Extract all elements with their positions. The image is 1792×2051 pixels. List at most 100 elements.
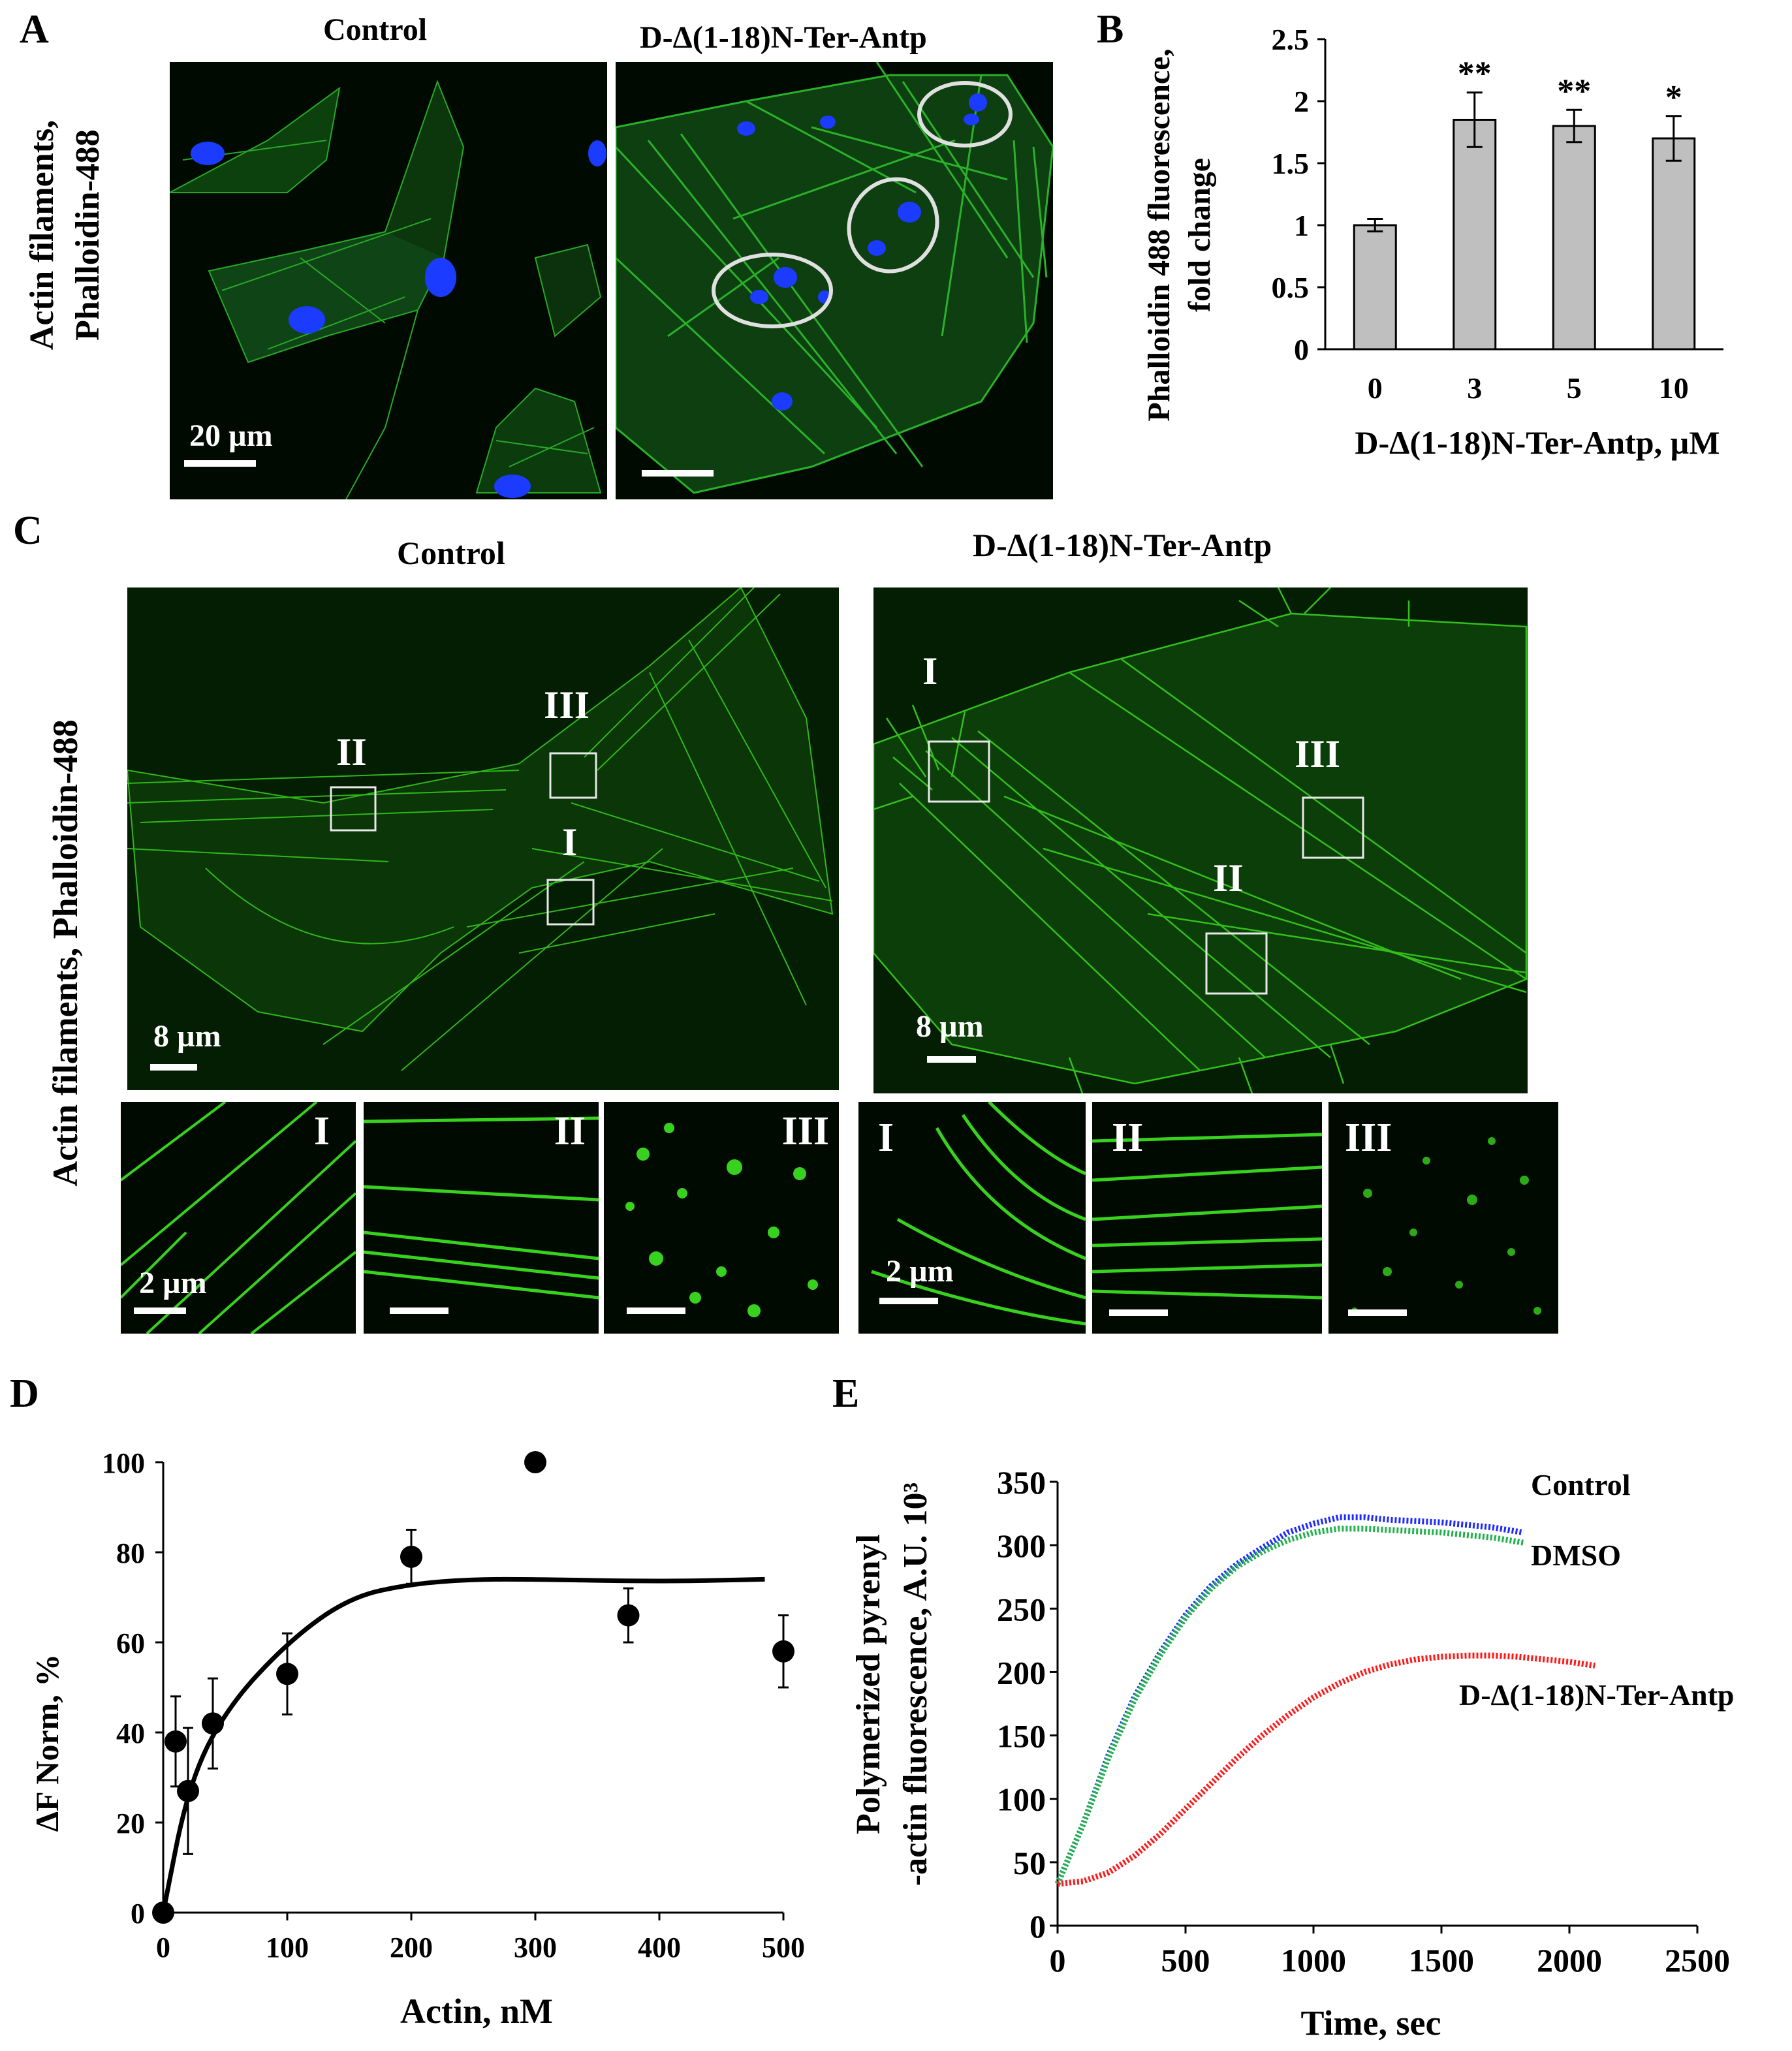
panel-a-side-label-line2: Phalloidin-488 (69, 129, 106, 341)
x-tick-label: 0 (1368, 371, 1383, 405)
panel-a-control-image (170, 80, 606, 499)
x-tick-label: 500 (762, 1932, 805, 1964)
x-tick-label: 300 (514, 1932, 557, 1964)
roi-box-i (928, 740, 990, 803)
x-tick-label: 0 (156, 1932, 170, 1964)
legend-dmso: DMSO (1531, 1539, 1621, 1572)
x-tick-label: 500 (1161, 1942, 1210, 1979)
x-tick-label: 0 (1050, 1942, 1066, 1979)
panel-c-control-micrograph: II III I 8 µm (127, 587, 839, 1090)
panel-c-zoom-control-i: I 2 µm (121, 1102, 356, 1334)
roi-box-iii (1302, 796, 1364, 859)
fit-curve (161, 1576, 765, 1913)
panel-b-letter: B (1097, 7, 1124, 52)
series-line-1 (1054, 1526, 1524, 1885)
roi-label-i: I (562, 821, 577, 864)
y-tick-label: 50 (1013, 1845, 1046, 1881)
zoom-label-ii: II (1112, 1116, 1144, 1160)
significance-marker: * (1665, 79, 1682, 116)
panel-c-treated-title: D-Δ(1-18)N-Ter-Antp (973, 527, 1272, 563)
y-tick-label: 0 (1294, 333, 1309, 366)
panel-e-line-chart: 0 50 100 150 200 250 300 350 0 500 1000 1500 2000 250… (997, 1464, 1734, 1979)
y-tick-label: 40 (116, 1717, 145, 1749)
zoom-scale-bar (1109, 1309, 1168, 1316)
panel-a-scale-bar-label: 20 µm (189, 418, 273, 453)
y-tick-label: 350 (997, 1464, 1046, 1501)
roi-box-ii (1205, 932, 1268, 995)
roi-circle (712, 253, 833, 328)
y-tick-label: 1 (1294, 209, 1309, 242)
zoom-image (625, 1123, 818, 1317)
panel-a-control-micrograph: 20 µm (170, 62, 607, 499)
y-tick-label: 80 (116, 1537, 145, 1569)
zoom-scale-bar (1348, 1309, 1407, 1316)
panel-a-scale-bar (184, 460, 256, 467)
legend-control: Control (1531, 1468, 1631, 1501)
y-tick-label: 2.5 (1272, 23, 1310, 56)
significance-marker: ** (1458, 55, 1492, 93)
panel-a-side-label: Actin filaments, Phalloidin-488 (20, 39, 118, 431)
panel-c-zoom-control-iii: III (604, 1102, 839, 1334)
panel-c-zoom-treated-i: I 2 µm (858, 1102, 1086, 1334)
y-tick-label: 250 (997, 1591, 1046, 1627)
y-tick-label: 1.5 (1272, 147, 1310, 180)
zoom-label-iii: III (781, 1109, 829, 1153)
x-tick-label: 3 (1467, 371, 1482, 405)
panel-a-treated-image (616, 62, 1053, 494)
x-tick-label: 1500 (1409, 1942, 1474, 1979)
panel-d-ylabel: ΔF Norm, % (29, 1653, 65, 1832)
data-point (524, 1451, 546, 1473)
y-tick-label: 0.5 (1272, 271, 1310, 304)
panel-c-zoom-treated-ii: II (1092, 1102, 1322, 1334)
x-tick-label: 5 (1567, 371, 1582, 405)
data-point (617, 1604, 640, 1627)
data-point (152, 1902, 174, 1924)
panel-b-ylabel-line1: Phalloidin 488 fluorescence, (1142, 48, 1176, 422)
roi-label-iii: III (1295, 732, 1340, 775)
panel-e-ylabel-line1: Polymerized pyrenyl (850, 1534, 887, 1834)
panel-c-treated-scale-bar (927, 1056, 976, 1063)
zoom-scale-label: 2 µm (139, 1266, 207, 1300)
y-tick-label: 20 (116, 1808, 145, 1840)
zoom-scale-bar (390, 1307, 448, 1314)
panel-b-ylabel-line2: fold change (1182, 158, 1217, 313)
panel-c-zoom-control-ii: II (364, 1102, 599, 1334)
roi-circle (917, 81, 1013, 148)
zoom-scale-bar (627, 1307, 685, 1314)
significance-marker: ** (1557, 72, 1591, 110)
panel-c-treated-scale-label: 8 µm (916, 1009, 984, 1044)
panel-a-treated-micrograph (616, 62, 1053, 499)
panel-e-ylabel: Polymerized pyrenyl -actin fluorescence,… (845, 1436, 943, 1932)
y-tick-label: 60 (116, 1627, 145, 1659)
y-tick-label: 100 (997, 1781, 1046, 1818)
y-tick-label: 0 (1030, 1908, 1046, 1945)
roi-label-i: I (922, 650, 937, 693)
roi-label-ii: II (336, 730, 367, 774)
bar (1652, 137, 1696, 351)
zoom-image (364, 1116, 599, 1300)
panel-c-treated-image: I III II (873, 587, 1528, 1093)
panel-a-letter: A (20, 7, 49, 52)
zoom-label-iii: III (1345, 1116, 1392, 1160)
zoom-label-ii: II (554, 1109, 586, 1153)
data-point (276, 1663, 298, 1685)
panel-c-control-scale-bar (150, 1064, 197, 1071)
zoom-image (871, 1102, 1086, 1326)
data-point (202, 1712, 224, 1735)
roi-circle (847, 177, 939, 274)
zoom-scale-bar (134, 1307, 186, 1314)
x-tick-label: 200 (390, 1932, 433, 1964)
y-tick-label: 200 (997, 1654, 1046, 1691)
data-point (400, 1545, 422, 1568)
panel-a-side-label-line1: Actin filaments, (24, 119, 61, 351)
y-tick-label: 300 (997, 1527, 1046, 1564)
roi-box-i (546, 879, 595, 926)
x-tick-label: 100 (266, 1932, 309, 1964)
panel-b-ylabel: Phalloidin 488 fluorescence, fold change (1139, 0, 1224, 470)
zoom-label-i: I (878, 1116, 894, 1160)
panel-c-zoom-treated-iii: III (1328, 1102, 1558, 1334)
y-tick-label: 150 (997, 1718, 1046, 1755)
panel-a-treated-title: D-Δ(1-18)N-Ter-Antp (640, 20, 927, 55)
panel-a-treated-scale-bar (642, 470, 714, 477)
zoom-scale-bar (879, 1298, 938, 1304)
